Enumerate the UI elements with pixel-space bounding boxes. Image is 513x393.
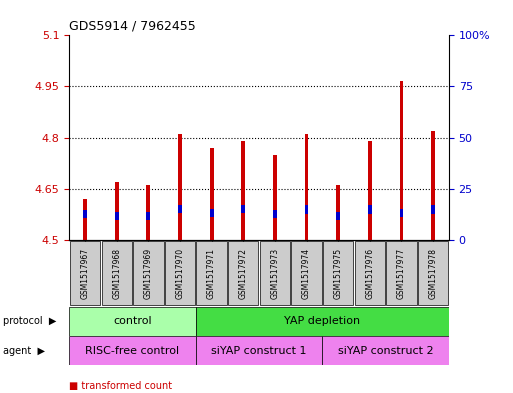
Bar xyxy=(322,336,449,365)
Bar xyxy=(178,205,182,213)
Text: GSM1517971: GSM1517971 xyxy=(207,248,216,299)
Bar xyxy=(115,182,119,240)
FancyBboxPatch shape xyxy=(102,241,132,305)
Text: GSM1517968: GSM1517968 xyxy=(112,248,121,299)
Bar xyxy=(83,210,87,219)
FancyBboxPatch shape xyxy=(323,241,353,305)
FancyBboxPatch shape xyxy=(133,241,164,305)
Bar xyxy=(336,212,340,220)
FancyBboxPatch shape xyxy=(228,241,259,305)
Text: GSM1517977: GSM1517977 xyxy=(397,248,406,299)
Bar xyxy=(400,209,403,217)
Bar xyxy=(241,141,245,240)
FancyBboxPatch shape xyxy=(291,241,322,305)
FancyBboxPatch shape xyxy=(386,241,417,305)
Bar xyxy=(336,185,340,240)
Bar xyxy=(273,210,277,218)
Text: GSM1517975: GSM1517975 xyxy=(333,248,343,299)
Bar xyxy=(146,185,150,240)
Bar xyxy=(305,134,308,240)
Text: GSM1517969: GSM1517969 xyxy=(144,248,153,299)
FancyBboxPatch shape xyxy=(260,241,290,305)
Text: protocol  ▶: protocol ▶ xyxy=(3,316,56,326)
Text: GDS5914 / 7962455: GDS5914 / 7962455 xyxy=(69,20,196,33)
Text: ■ transformed count: ■ transformed count xyxy=(69,381,172,391)
Bar xyxy=(196,336,322,365)
Text: GSM1517973: GSM1517973 xyxy=(270,248,280,299)
Bar xyxy=(400,81,403,240)
Bar xyxy=(83,199,87,240)
Bar xyxy=(273,154,277,240)
Text: control: control xyxy=(113,316,152,326)
Bar xyxy=(115,212,119,220)
Text: GSM1517976: GSM1517976 xyxy=(365,248,374,299)
Bar xyxy=(241,205,245,213)
Bar xyxy=(368,206,372,214)
Bar xyxy=(305,206,308,214)
FancyBboxPatch shape xyxy=(165,241,195,305)
Bar xyxy=(431,206,435,214)
Bar xyxy=(178,134,182,240)
Text: siYAP construct 2: siYAP construct 2 xyxy=(338,346,433,356)
Text: YAP depletion: YAP depletion xyxy=(284,316,361,326)
FancyBboxPatch shape xyxy=(70,241,100,305)
FancyBboxPatch shape xyxy=(354,241,385,305)
Text: GSM1517972: GSM1517972 xyxy=(239,248,248,299)
Bar xyxy=(196,307,449,336)
Bar xyxy=(69,336,196,365)
Bar xyxy=(146,212,150,220)
Text: GSM1517978: GSM1517978 xyxy=(428,248,438,299)
Bar xyxy=(210,148,213,240)
Text: GSM1517974: GSM1517974 xyxy=(302,248,311,299)
Bar xyxy=(210,209,213,217)
Text: GSM1517967: GSM1517967 xyxy=(81,248,90,299)
Text: siYAP construct 1: siYAP construct 1 xyxy=(211,346,307,356)
FancyBboxPatch shape xyxy=(418,241,448,305)
Bar xyxy=(368,141,372,240)
FancyBboxPatch shape xyxy=(196,241,227,305)
Bar xyxy=(69,307,196,336)
Bar xyxy=(431,131,435,240)
Text: RISC-free control: RISC-free control xyxy=(86,346,180,356)
Text: agent  ▶: agent ▶ xyxy=(3,346,45,356)
Text: GSM1517970: GSM1517970 xyxy=(175,248,185,299)
